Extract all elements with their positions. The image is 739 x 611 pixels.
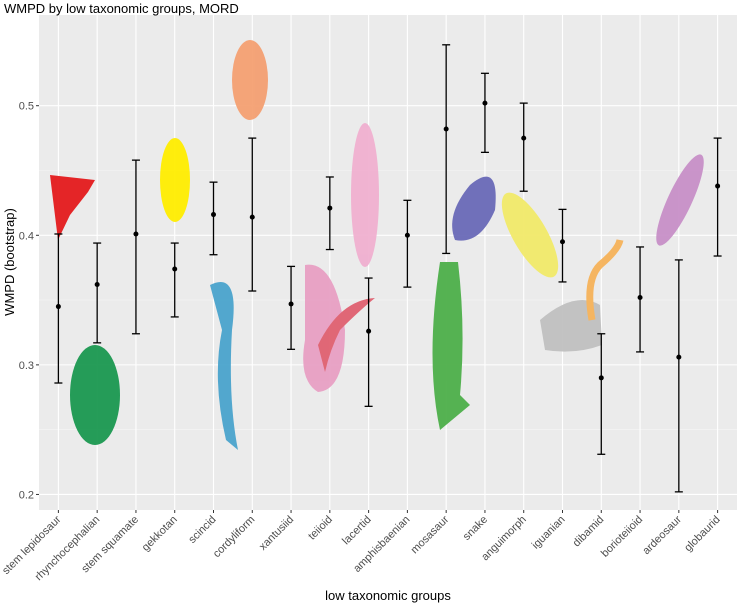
point (715, 183, 721, 189)
x-tick-label: mosasaur (409, 513, 452, 556)
x-tick-label: globaurid (682, 514, 722, 554)
y-axis-label: WMPD (bootstrap) (2, 208, 17, 316)
point (560, 239, 565, 245)
silhouette (160, 138, 190, 222)
silhouette (303, 264, 345, 392)
x-tick-label: iguanian (530, 514, 568, 552)
silhouette (540, 300, 602, 352)
point (521, 135, 527, 141)
y-tick-label: 0.2 (19, 489, 34, 501)
point (211, 212, 216, 218)
silhouette (656, 154, 704, 246)
y-tick-label: 0.5 (19, 101, 34, 113)
point (482, 100, 488, 106)
point (288, 301, 294, 307)
x-tick-label: scincid (186, 514, 218, 546)
y-tick-label: 0.3 (19, 360, 34, 372)
point (404, 232, 410, 238)
x-tick-label: xantusiid (257, 514, 296, 553)
silhouette (232, 40, 268, 120)
point (172, 266, 178, 272)
panel (39, 15, 737, 510)
silhouette (210, 282, 238, 450)
x-tick-label: snake (461, 514, 490, 543)
point (637, 294, 643, 300)
silhouette (351, 123, 379, 267)
silhouette (501, 192, 559, 278)
x-tick-label: dibamid (571, 514, 607, 550)
point (94, 282, 100, 288)
point (249, 214, 255, 220)
point (55, 304, 61, 310)
silhouette (432, 262, 470, 430)
chart-title: WMPD by low taxonomic groups, MORD (4, 1, 239, 16)
x-tick-label: teiioid (306, 514, 335, 543)
silhouette (318, 298, 375, 372)
x-tick-label: ardeosaur (640, 513, 684, 557)
point (443, 126, 449, 132)
silhouette (50, 175, 95, 240)
point (133, 231, 139, 237)
x-tick-label: lacertid (340, 514, 374, 548)
x-tick-label: borioteiioid (599, 514, 645, 560)
silhouette (586, 239, 624, 321)
point (676, 354, 682, 360)
x-tick-label: cordyliform (211, 514, 258, 561)
silhouette (70, 345, 120, 445)
y-tick-label: 0.4 (19, 230, 34, 242)
point (366, 328, 372, 334)
x-axis-label: low taxonomic groups (325, 588, 451, 603)
x-tick-label: gekkotan (140, 514, 180, 554)
silhouette (452, 176, 496, 241)
silhouettes (50, 40, 704, 450)
point (327, 205, 333, 211)
point (598, 375, 604, 381)
